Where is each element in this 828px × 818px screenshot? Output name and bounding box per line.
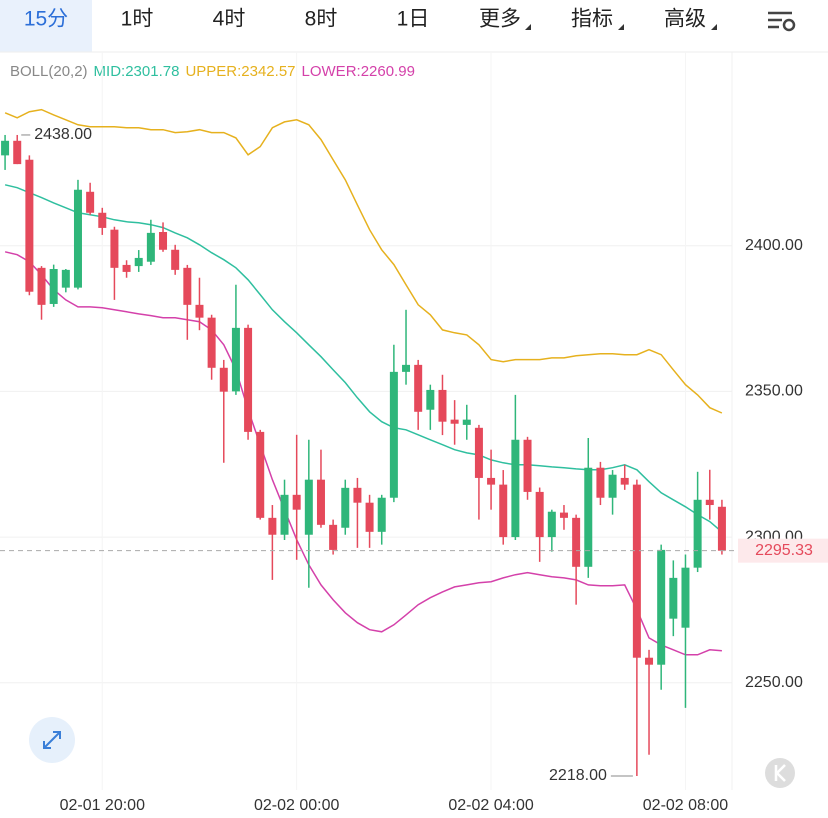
candle-body bbox=[25, 159, 34, 292]
candle-body bbox=[377, 497, 386, 532]
x-tick-label: 02-02 04:00 bbox=[448, 797, 534, 814]
candle-body bbox=[632, 484, 641, 658]
last-price-label: 2295.33 bbox=[755, 542, 813, 559]
candle-body bbox=[572, 517, 581, 567]
candle-body bbox=[37, 267, 46, 305]
candle-body bbox=[146, 232, 155, 262]
candle-body bbox=[353, 487, 362, 503]
legend: BOLL(20,2) MID:2301.78 UPPER:2342.57 LOWER:… bbox=[10, 63, 415, 80]
settings-icon[interactable] bbox=[768, 11, 796, 32]
candle-body bbox=[705, 499, 714, 506]
candle-body bbox=[511, 439, 520, 538]
candle-body bbox=[49, 269, 58, 304]
candle-body bbox=[681, 567, 690, 628]
candle-body bbox=[61, 269, 70, 288]
candle-body bbox=[657, 549, 666, 665]
tab[interactable]: 1日 bbox=[397, 8, 430, 31]
tab[interactable]: 1时 bbox=[121, 8, 154, 31]
tab[interactable]: 4时 bbox=[213, 8, 246, 31]
k-button[interactable] bbox=[765, 758, 795, 788]
candle-body bbox=[73, 189, 82, 288]
tab[interactable]: 高级 bbox=[664, 8, 706, 31]
candle-body bbox=[365, 502, 374, 532]
candle-body bbox=[86, 191, 95, 213]
legend-entry: LOWER:2260.99 bbox=[302, 63, 415, 80]
candle-body bbox=[523, 439, 532, 492]
candle-body bbox=[183, 267, 192, 305]
tab[interactable]: 15分 bbox=[24, 8, 68, 31]
candle-body bbox=[219, 367, 228, 392]
y-tick-label: 2400.00 bbox=[745, 237, 803, 254]
candle-body bbox=[268, 517, 277, 535]
candle-body bbox=[195, 304, 204, 318]
annotation-label: 2438.00 bbox=[34, 126, 92, 143]
candle-body bbox=[98, 212, 107, 228]
candle-body bbox=[620, 477, 629, 485]
candle-body bbox=[487, 477, 496, 485]
candle-body bbox=[244, 327, 253, 432]
candle-body bbox=[402, 364, 411, 372]
candle-body bbox=[693, 499, 702, 568]
candle-body bbox=[231, 327, 240, 392]
expand-icon bbox=[43, 731, 61, 749]
candle-body bbox=[329, 524, 338, 550]
candle-body bbox=[645, 657, 654, 665]
candle-body bbox=[389, 371, 398, 498]
candle-body bbox=[450, 419, 459, 424]
tab[interactable]: 指标 bbox=[571, 8, 613, 31]
indicator-title: BOLL(20,2) bbox=[10, 63, 88, 80]
candle-body bbox=[584, 467, 593, 567]
candle-body bbox=[559, 512, 568, 518]
candle-body bbox=[159, 231, 168, 250]
candle-body bbox=[474, 427, 483, 478]
k-icon bbox=[774, 764, 786, 782]
legend-entry: UPPER:2342.57 bbox=[185, 63, 295, 80]
candle-body bbox=[499, 484, 508, 538]
dropdown-caret bbox=[711, 24, 717, 30]
legend-entry: MID:2301.78 bbox=[94, 63, 180, 80]
candle-body bbox=[426, 389, 435, 410]
candle-body bbox=[134, 257, 143, 267]
boll-line bbox=[4, 251, 722, 656]
candle-body bbox=[207, 317, 216, 368]
candle-body bbox=[547, 511, 556, 538]
candle-body bbox=[280, 494, 289, 535]
candle-body bbox=[596, 467, 605, 498]
candle-body bbox=[122, 264, 131, 272]
candle-body bbox=[341, 487, 350, 528]
candle-body bbox=[292, 494, 301, 510]
candle-body bbox=[717, 506, 726, 551]
x-tick-label: 02-02 08:00 bbox=[643, 797, 729, 814]
candle-body bbox=[304, 479, 313, 535]
tab[interactable]: 更多 bbox=[479, 8, 521, 31]
dropdown-caret bbox=[618, 24, 624, 30]
candle-body bbox=[535, 491, 544, 538]
candle-body bbox=[256, 431, 265, 518]
x-tick-label: 02-02 00:00 bbox=[254, 797, 340, 814]
y-tick-label: 2350.00 bbox=[745, 383, 803, 400]
candle-body bbox=[438, 389, 447, 422]
x-tick-label: 02-01 20:00 bbox=[60, 797, 146, 814]
candle-body bbox=[13, 140, 22, 165]
annotation-label: 2218.00 bbox=[549, 767, 607, 784]
selected-tab-bg[interactable] bbox=[0, 0, 92, 52]
candle-body bbox=[414, 364, 423, 412]
y-tick-label: 2250.00 bbox=[745, 674, 803, 691]
candle-body bbox=[316, 479, 325, 525]
candle-body bbox=[1, 140, 10, 156]
candle-body bbox=[608, 474, 617, 498]
dropdown-caret bbox=[525, 24, 531, 30]
candle-body bbox=[669, 577, 678, 619]
candle-body bbox=[171, 249, 180, 270]
tab[interactable]: 8时 bbox=[305, 8, 338, 31]
boll-line bbox=[4, 108, 723, 414]
last-price-tag bbox=[738, 538, 828, 563]
candle-body bbox=[110, 229, 119, 268]
candle-body bbox=[462, 419, 471, 425]
